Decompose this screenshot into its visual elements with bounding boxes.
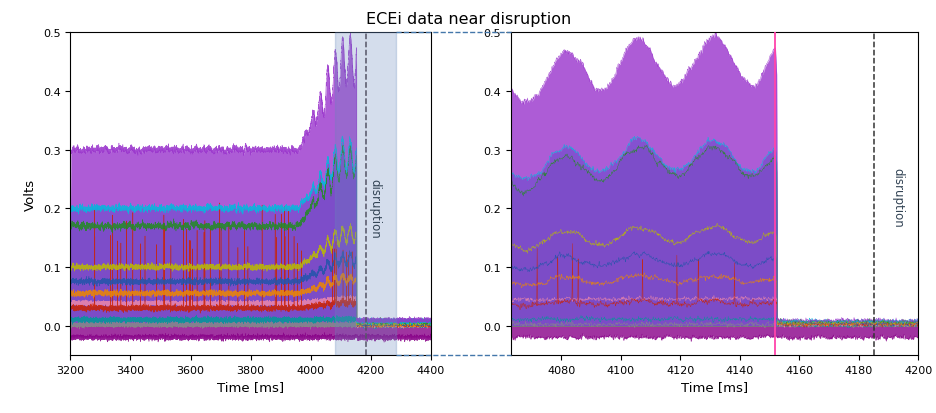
Text: disruption: disruption: [368, 179, 381, 239]
Bar: [334, 33, 396, 355]
Text: ECEi data near disruption: ECEi data near disruption: [365, 12, 571, 27]
Text: disruption: disruption: [890, 167, 903, 227]
Y-axis label: Volts: Volts: [24, 178, 37, 210]
X-axis label: Time [ms]: Time [ms]: [217, 380, 284, 393]
X-axis label: Time [ms]: Time [ms]: [680, 380, 747, 393]
